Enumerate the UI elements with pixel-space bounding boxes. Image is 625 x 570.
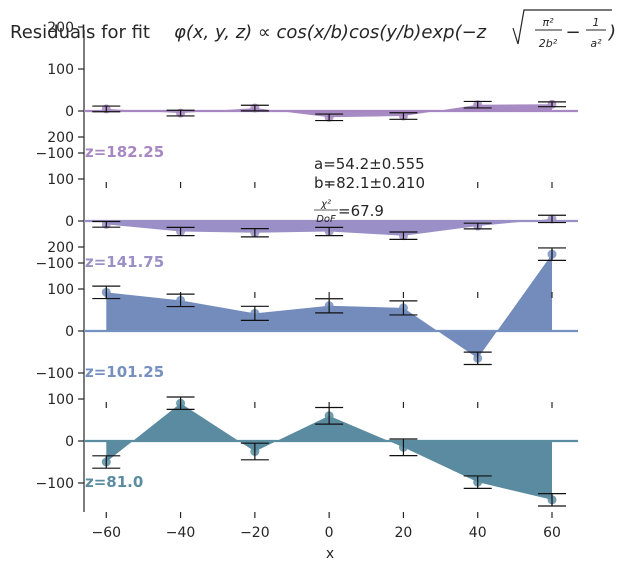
data-point	[538, 99, 566, 109]
formula-minus: −	[565, 22, 580, 43]
data-point	[463, 475, 492, 489]
y-tick-label: −100	[36, 366, 74, 382]
formula-close: )	[607, 22, 616, 43]
data-point	[92, 455, 121, 469]
y-tick-label: 200	[47, 240, 74, 256]
y-tick-label: 100	[47, 172, 74, 188]
chart-title: Residuals for fit	[10, 22, 150, 43]
series-label: z=141.75	[85, 253, 164, 271]
y-tick-label: 0	[65, 214, 74, 230]
x-tick-label: 20	[395, 525, 413, 541]
data-point	[389, 111, 418, 121]
data-point	[92, 104, 121, 114]
data-point	[315, 226, 344, 237]
data-point	[166, 108, 195, 118]
x-tick-label: 40	[469, 525, 487, 541]
data-point	[315, 298, 344, 314]
data-point	[389, 300, 418, 316]
data-point	[92, 219, 121, 229]
fit-a: a=54.2±0.555	[314, 155, 425, 173]
data-point	[389, 231, 418, 241]
data-point	[463, 351, 492, 366]
y-tick-label: 200	[47, 130, 74, 146]
chi-num: χ²	[320, 199, 331, 210]
x-tick-label: 60	[543, 525, 561, 541]
data-point	[240, 103, 269, 113]
data-point	[166, 293, 195, 308]
y-tick-label: 0	[65, 104, 74, 120]
x-tick-label: −20	[240, 525, 270, 541]
data-point	[92, 285, 121, 300]
frac1-den: 2b²	[539, 37, 558, 50]
chart-title-formula: φ(x, y, z) ∝ cos(x/b)cos(y/b)exp(−z π² 2b²…	[174, 9, 616, 50]
x-tick-label: −60	[92, 525, 122, 541]
formula-lhs: φ(x, y, z) ∝ cos(x/b)cos(y/b)exp(−z	[174, 22, 487, 43]
y-tick-label: 0	[65, 434, 74, 450]
x-tick-label: 0	[325, 525, 334, 541]
chi-den: DoF	[316, 214, 336, 225]
y-tick-label: 100	[47, 62, 74, 78]
frac2-num: 1	[593, 16, 600, 29]
data-point	[463, 221, 492, 231]
y-tick-label: 100	[47, 282, 74, 298]
x-axis-label: x	[326, 546, 334, 562]
data-point	[463, 100, 492, 110]
series-label: z=101.25	[85, 363, 164, 381]
fit-b: b=82.1±0.210	[314, 174, 425, 192]
data-point	[389, 438, 418, 457]
y-tick-label: 200	[47, 20, 74, 36]
data-point	[315, 406, 344, 425]
y-tick-label: −100	[36, 256, 74, 272]
data-point	[315, 112, 344, 122]
series-label: z=81.0	[85, 473, 143, 491]
frac1-num: π²	[542, 16, 554, 29]
data-point	[240, 228, 269, 238]
data-point	[166, 226, 195, 237]
data-point	[538, 247, 566, 261]
data-point	[240, 442, 269, 461]
data-point	[538, 214, 566, 224]
data-point	[538, 493, 566, 507]
data-point	[166, 396, 195, 410]
y-tick-label: −100	[36, 146, 74, 162]
data-point	[240, 305, 269, 321]
chi-val: =67.9	[338, 202, 384, 220]
y-tick-label: −100	[36, 476, 74, 492]
sqrt-sign	[512, 9, 612, 45]
y-tick-label: 100	[47, 392, 74, 408]
x-tick-label: −40	[166, 525, 196, 541]
series-label: z=182.25	[85, 143, 164, 161]
frac2-den: a²	[590, 37, 602, 50]
y-tick-label: 0	[65, 324, 74, 340]
